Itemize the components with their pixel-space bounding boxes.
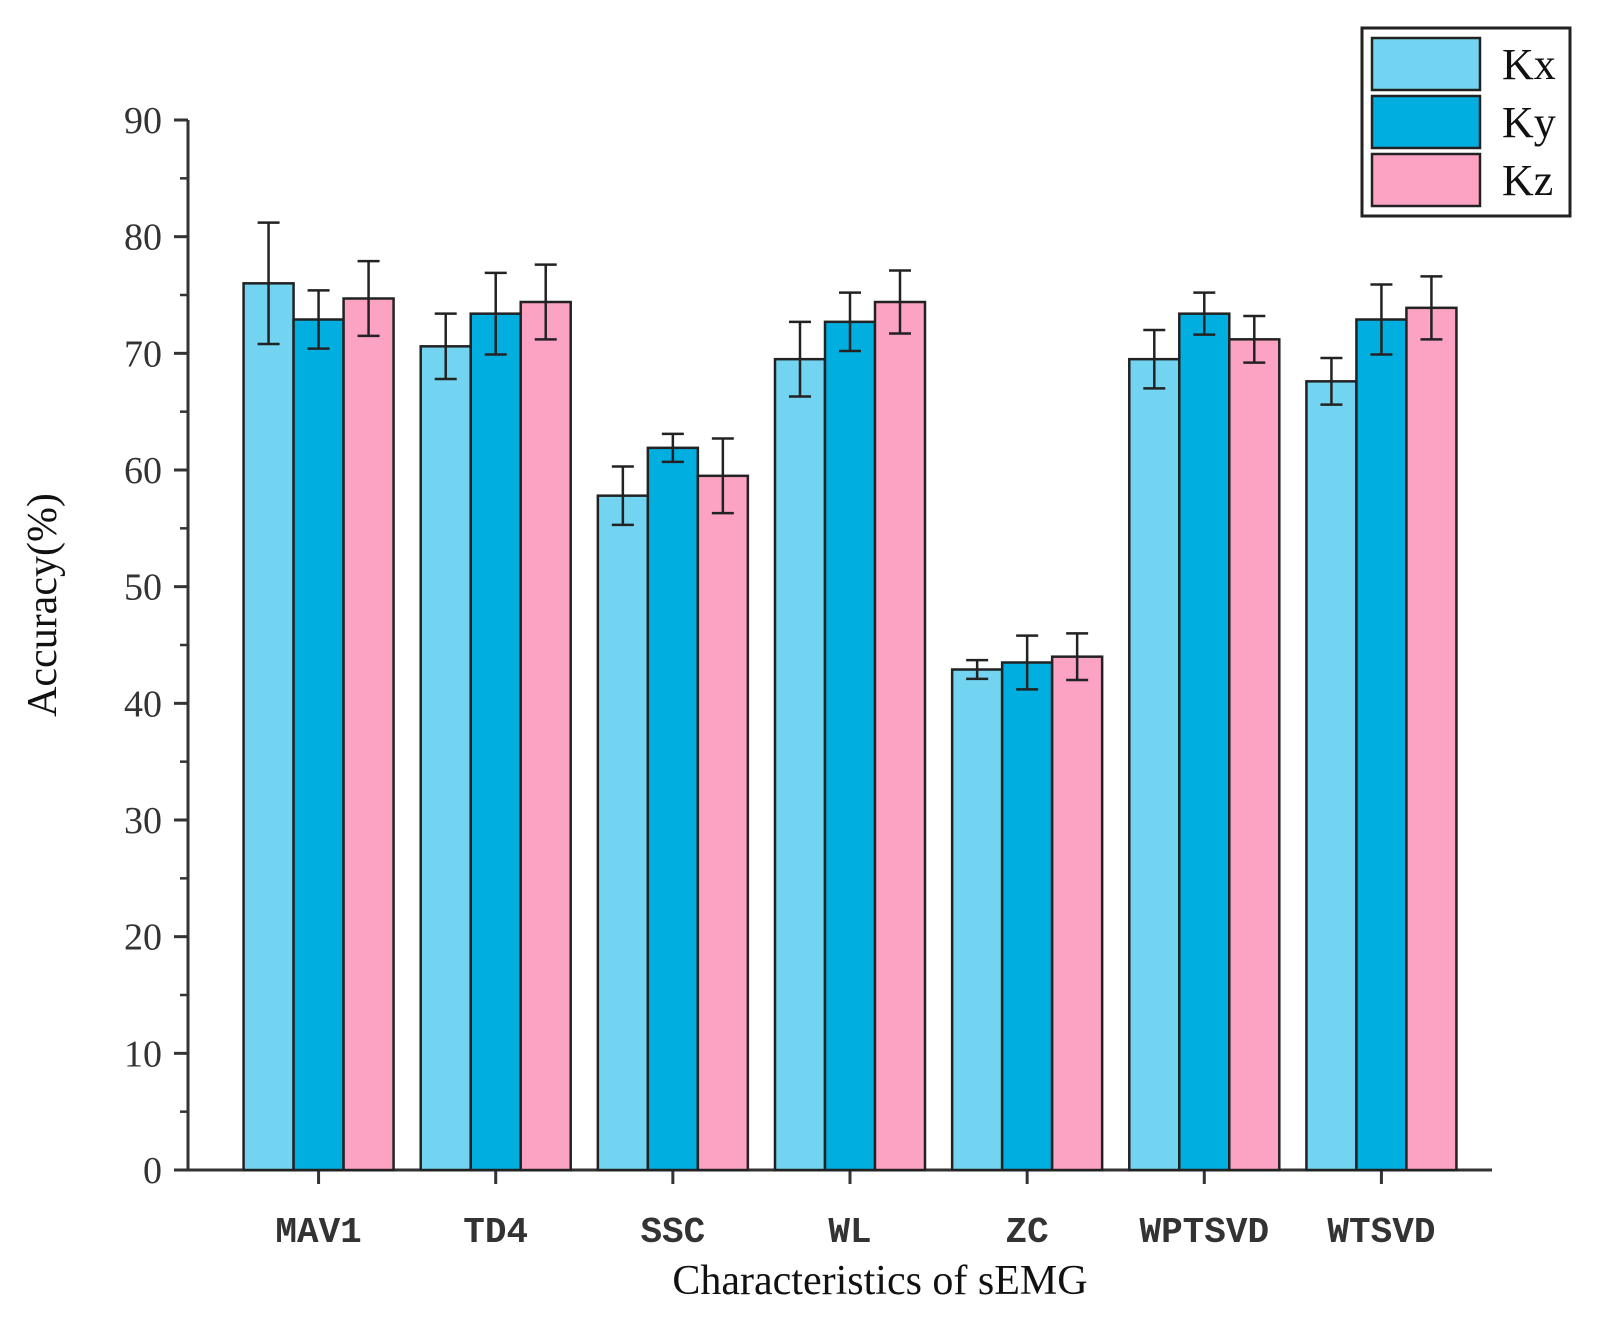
y-tick-label: 0 [143,1150,162,1192]
y-tick-label: 70 [124,333,162,375]
bar-kz [519,300,572,1172]
y-tick-label: 20 [124,917,162,959]
error-bars [257,221,1443,691]
bar-ky [1178,312,1231,1172]
bar-kx [242,282,295,1172]
y-tick-label: 50 [124,567,162,609]
y-tick-label: 60 [124,450,162,492]
bar-kx [419,345,472,1172]
legend-label-kx: Kx [1502,40,1556,89]
bar-ky [469,312,522,1172]
bar-kx [596,494,650,1172]
x-axis-label: Characteristics of sEMG [672,1258,1087,1304]
legend: Kx Ky Kz [1360,26,1572,218]
bar-ky [823,320,877,1172]
bar-kz [1405,306,1458,1172]
legend-swatch-ky [1370,94,1482,150]
x-tick-label: ZC [1006,1212,1049,1253]
bar-ky [1000,661,1054,1172]
legend-swatch-kx [1370,36,1482,92]
bar-kx [773,357,827,1172]
bar-kx [950,668,1004,1172]
bar-kz [1228,338,1281,1172]
bar-ky [1355,318,1408,1172]
bar-kz [1050,655,1104,1172]
bar-ky [646,446,700,1172]
bar-kz [873,300,927,1172]
x-tick-label: MAV1 [275,1212,361,1253]
bar-kz [696,474,750,1172]
x-tick-label: SSC [640,1212,705,1253]
x-tick-label: WTSVD [1327,1212,1435,1253]
bar-ky [292,318,345,1172]
x-tick-label: TD4 [463,1212,528,1253]
legend-label-kz: Kz [1502,156,1553,205]
x-tick-label: WPTSVD [1139,1212,1269,1253]
y-tick-label: 30 [124,800,162,842]
y-axis-label: Accuracy(%) [20,493,66,717]
bars [242,282,1458,1172]
y-tick-label: 40 [124,683,162,725]
bar-kx [1128,357,1181,1172]
y-tick-label: 80 [124,217,162,259]
axes: 0 10 20 30 40 50 60 70 80 90 MAV1 TD4 SSC WL ZC WPTSVD W… [124,100,1492,1253]
bar-kx [1305,380,1358,1172]
y-tick-label: 10 [124,1033,162,1075]
bar-kz [342,297,395,1172]
legend-swatch-kz [1370,152,1482,208]
legend-label-ky: Ky [1502,98,1556,147]
y-tick-label: 90 [124,100,162,142]
x-tick-label: WL [828,1212,871,1253]
